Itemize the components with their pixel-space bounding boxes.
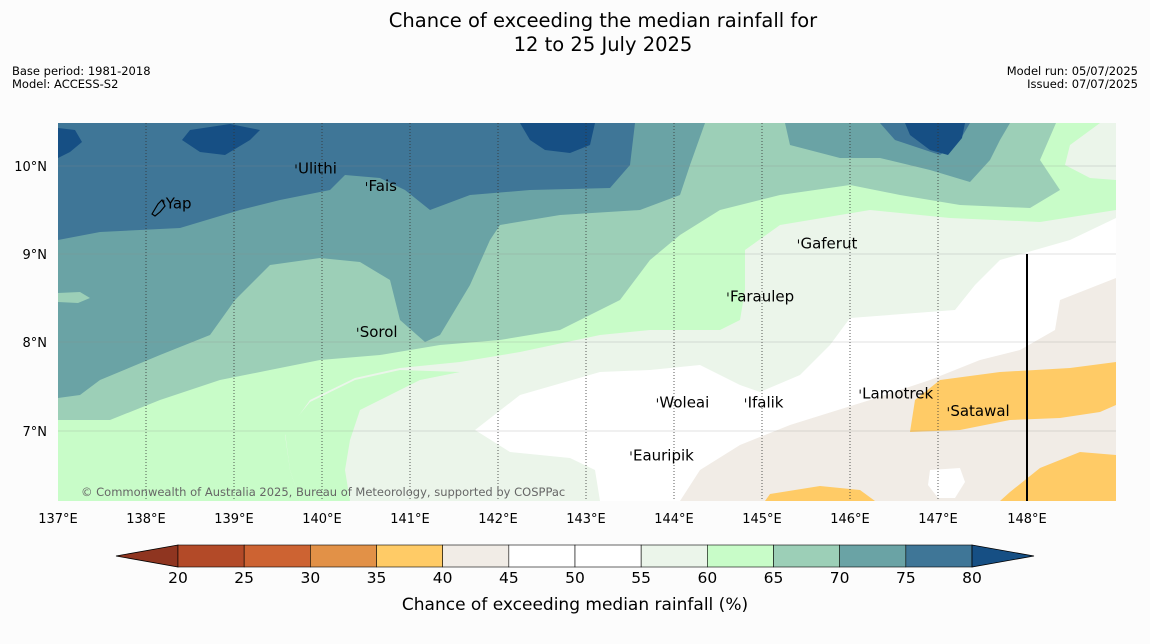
yap-island-shape: [151, 198, 166, 217]
place-label: Ifalik: [748, 393, 784, 411]
place-label: Woleai: [659, 393, 709, 411]
band-65-70-w: [58, 292, 90, 303]
band-35-40-s: [765, 486, 875, 501]
colorbar-segment: [905, 544, 973, 568]
colorbar-segment: [243, 544, 311, 568]
place-label: Gaferut: [800, 234, 857, 252]
colorbar-tick-label: 75: [896, 569, 916, 587]
band-80-b: [520, 123, 595, 153]
band-40-45: [680, 278, 1116, 501]
model-text: Model: ACCESS-S2: [12, 77, 119, 91]
chart-title: Chance of exceeding the median rainfall …: [0, 9, 1150, 57]
copyright-text: © Commonwealth of Australia 2025, Bureau…: [81, 485, 565, 499]
colorbar-tick-label: 40: [433, 569, 453, 587]
colorbar-segment: [707, 544, 774, 568]
colorbar-tick-label: 50: [565, 569, 585, 587]
base-period-info: Base period: 1981-2018 Model: ACCESS-S2: [12, 65, 151, 91]
lon-label: 142°E: [478, 512, 518, 527]
place-label: Lamotrek: [862, 385, 933, 403]
lat-label: 7°N: [23, 425, 48, 440]
colorbar-segment: [839, 544, 907, 568]
colorbar-title: Chance of exceeding median rainfall (%): [402, 595, 748, 615]
lon-label: 141°E: [390, 512, 430, 527]
lon-label: 140°E: [302, 512, 342, 527]
white-patch: [928, 468, 965, 498]
colorbar-tick-label: 35: [367, 569, 387, 587]
place-label: Ulithi: [298, 159, 337, 177]
lon-label: 144°E: [654, 512, 694, 527]
band-60-65-sw: [58, 370, 460, 501]
band-80-c: [58, 128, 82, 158]
title-line-2: 12 to 25 July 2025: [513, 33, 693, 56]
map-contours: [58, 123, 1116, 501]
colorbar-segment: [310, 544, 377, 568]
band-35-40-east: [910, 362, 1116, 432]
issued-text: Issued: 07/07/2025: [1027, 77, 1138, 91]
lon-label: 145°E: [742, 512, 782, 527]
colorbar-tick-label: 20: [168, 569, 188, 587]
colorbar-tick-label: 25: [234, 569, 254, 587]
place-label: Fais: [369, 177, 398, 195]
lon-label: 148°E: [1007, 512, 1047, 527]
colorbar-extend-high: [971, 544, 1035, 568]
lon-label: 146°E: [830, 512, 870, 527]
colorbar-segment: [640, 544, 708, 568]
colorbar-segment: [773, 544, 840, 568]
place-labels: Yap Ulithi Fais Sorol Gaferut Faraulep Lamotre…: [163, 159, 1010, 464]
colorbar-tick-label: 55: [631, 569, 651, 587]
place-label: Sorol: [360, 323, 398, 341]
colorbar-ticks: 20 25 30 35 40 45 50 55 60 65 70 75 80: [168, 569, 982, 587]
base-period-text: Base period: 1981-2018: [12, 64, 151, 78]
lon-label: 139°E: [214, 512, 254, 527]
colorbar-tick-label: 30: [300, 569, 320, 587]
place-label: Yap: [165, 195, 192, 213]
band-35-40-se: [1000, 452, 1116, 501]
colorbar-tick-label: 80: [962, 569, 982, 587]
lat-label: 8°N: [23, 336, 48, 351]
lon-label: 147°E: [918, 512, 958, 527]
colorbar-segment: [177, 544, 245, 568]
colorbar-tick-label: 70: [830, 569, 850, 587]
lon-label: 143°E: [566, 512, 606, 527]
lon-label: 137°E: [38, 512, 78, 527]
model-run-text: Model run: 05/07/2025: [1006, 64, 1138, 78]
lat-labels: 10°N 9°N 8°N 7°N: [14, 160, 47, 440]
lat-label: 10°N: [14, 160, 47, 175]
colorbar-segment: [442, 544, 510, 568]
colorbar-segment: [376, 544, 443, 568]
lon-label: 138°E: [126, 512, 166, 527]
lon-gridlines: [145, 123, 939, 501]
place-label: Eauripik: [633, 446, 694, 464]
colorbar-segment: [574, 544, 642, 568]
place-label: Satawal: [950, 402, 1009, 420]
band-80-d: [905, 123, 965, 155]
colorbar-extend-low: [115, 544, 179, 568]
lat-label: 9°N: [23, 248, 48, 263]
band-80-a: [182, 124, 260, 155]
colorbar-tick-label: 45: [499, 569, 519, 587]
colorbar-tick-label: 60: [697, 569, 717, 587]
lon-labels: 137°E 138°E 139°E 140°E 141°E 142°E 143°…: [38, 512, 1047, 527]
model-run-info: Model run: 05/07/2025 Issued: 07/07/2025: [1007, 65, 1138, 91]
colorbar: [115, 544, 1035, 568]
colorbar-segment: [508, 544, 576, 568]
place-label: Faraulep: [730, 287, 794, 305]
title-line-1: Chance of exceeding the median rainfall …: [388, 9, 818, 32]
colorbar-tick-label: 65: [764, 569, 784, 587]
